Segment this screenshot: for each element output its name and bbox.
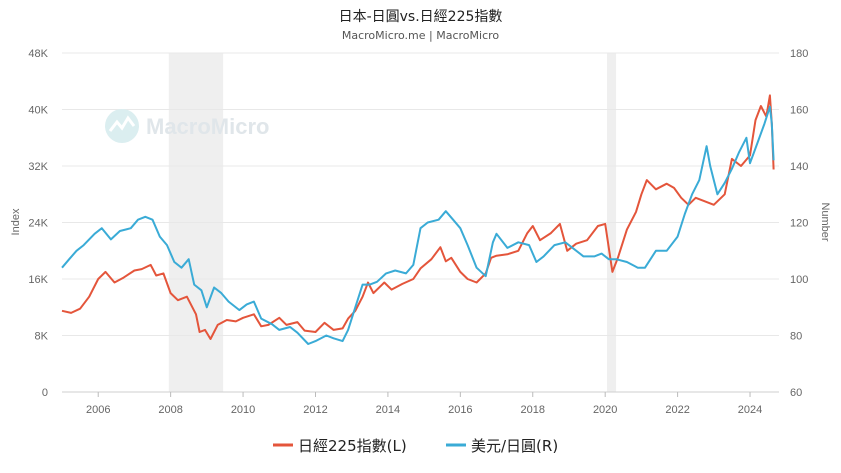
chart-title: 日本-日圓vs.日經225指數 — [338, 9, 503, 25]
left-tick-label: 16K — [28, 274, 48, 286]
left-tick-label: 40K — [28, 105, 48, 117]
legend-label-nikkei[interactable]: 日經225指數(L) — [298, 437, 407, 455]
grid — [62, 52, 779, 393]
right-tick-label: 160 — [790, 105, 808, 117]
x-tick-label: 2022 — [665, 404, 689, 416]
left-axis-title: Index — [10, 208, 22, 235]
x-tick-label: 2012 — [303, 404, 327, 416]
left-tick-label: 0 — [42, 387, 48, 399]
x-tick-label: 2006 — [86, 404, 110, 416]
watermark-text: MacroMicro — [146, 114, 269, 139]
left-tick-label: 32K — [28, 161, 48, 173]
series-line-0 — [61, 94, 775, 340]
right-tick-label: 180 — [790, 48, 808, 60]
x-tick-label: 2014 — [376, 404, 400, 416]
x-tick-label: 2020 — [593, 404, 617, 416]
right-tick-label: 60 — [790, 387, 802, 399]
x-tick-label: 2016 — [448, 404, 472, 416]
legend[interactable]: 日經225指數(L) 美元/日圓(R) — [273, 437, 558, 455]
legend-label-usdjpy[interactable]: 美元/日圓(R) — [471, 437, 558, 455]
chart-subtitle: MacroMicro.me | MacroMicro — [341, 29, 500, 42]
left-tick-label: 48K — [28, 48, 48, 60]
x-tick-label: 2024 — [738, 404, 762, 416]
right-tick-label: 140 — [790, 161, 808, 173]
x-tick-label: 2008 — [158, 404, 182, 416]
right-axis-title: Number — [819, 202, 831, 241]
x-tick-label: 2018 — [521, 404, 545, 416]
watermark: MacroMicro — [105, 109, 269, 143]
left-tick-label: 24K — [28, 218, 48, 230]
right-tick-label: 100 — [790, 274, 808, 286]
series-line-1 — [61, 105, 775, 345]
right-tick-label: 80 — [790, 331, 802, 343]
axes: Index Number 0 8K 16K 24K 32K 40K 48K 60 80 100 12… — [10, 48, 831, 416]
x-tick-label: 2010 — [231, 404, 255, 416]
series-lines — [61, 94, 775, 345]
left-tick-label: 8K — [35, 331, 49, 343]
watermark-logo-mark — [108, 115, 136, 132]
right-tick-label: 120 — [790, 218, 808, 230]
